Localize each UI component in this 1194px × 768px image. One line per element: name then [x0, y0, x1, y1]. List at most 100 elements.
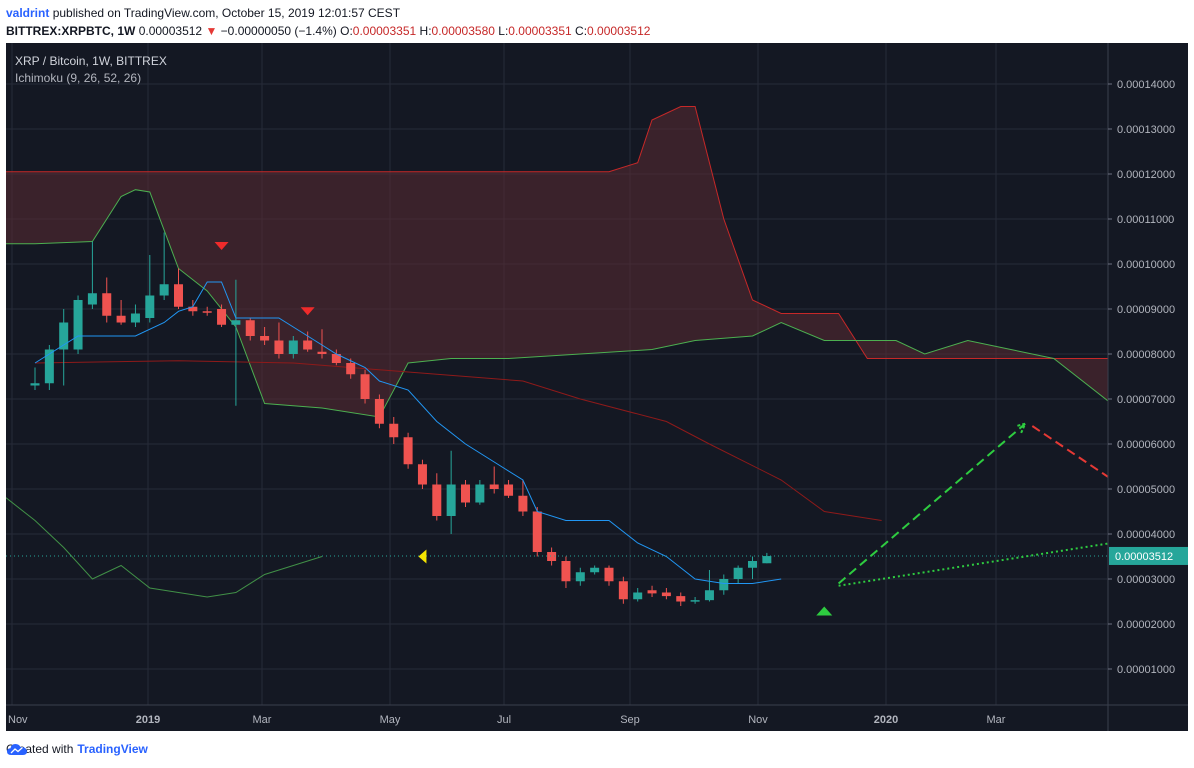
candle-body [174, 284, 183, 307]
candle-body [417, 464, 427, 485]
high-label: H: [419, 24, 432, 38]
candle-body [317, 351, 327, 354]
candle-body [661, 592, 671, 597]
symbol-label: BITTREX:XRPBTC, 1W [6, 24, 136, 38]
tenkan-sen-line [34, 281, 782, 584]
price-axis-label: 0.00008000 [1117, 349, 1175, 361]
left-triangle-marker-icon [418, 549, 427, 564]
price-chart-svg[interactable]: 0.00014000 0.00013000 0.00012000 0.00011000… [6, 43, 1188, 731]
candle [231, 279, 241, 406]
candle [475, 480, 485, 505]
ohlc-line: BITTREX:XRPBTC, 1W 0.00003512 ▼ −0.00000… [6, 22, 650, 40]
candle-body [719, 579, 729, 591]
candle-body [217, 309, 227, 325]
candle [389, 417, 399, 444]
candle-body [518, 495, 528, 512]
candle-body [202, 311, 212, 313]
price-axis-label: 0.00001000 [1117, 664, 1175, 676]
chart-legend-indicator: Ichimoku (9, 26, 52, 26) [15, 71, 141, 85]
candle-body [346, 363, 356, 375]
price-axis-bg [1108, 43, 1188, 731]
time-axis-label: May [380, 714, 401, 726]
candle [44, 345, 54, 390]
ichimoku-cloud [6, 106, 1188, 432]
price-axis-label: 0.00006000 [1117, 439, 1175, 451]
author-link[interactable]: valdrint [6, 6, 50, 20]
chart-legend-title: XRP / Bitcoin, 1W, BITTREX [15, 54, 167, 68]
time-axis-label: Nov [748, 714, 768, 726]
open-value: 0.00003351 [352, 24, 417, 38]
candle [303, 331, 313, 352]
candle-body [575, 572, 585, 582]
candle [59, 309, 69, 386]
last-price: 0.00003512 [138, 24, 203, 38]
candle [317, 329, 327, 359]
high-value: 0.00003580 [431, 24, 495, 38]
candle-body [260, 336, 270, 341]
candle [733, 565, 743, 584]
candle [719, 574, 729, 595]
candle-body [561, 561, 571, 582]
candle-body [374, 399, 384, 424]
cloud-icon [7, 744, 27, 755]
candle [575, 567, 585, 586]
candle-body [676, 596, 686, 602]
tradingview-brand: TradingView [77, 742, 148, 756]
candle [690, 597, 700, 604]
candle-body [733, 567, 743, 579]
candle [676, 592, 686, 606]
candle-body [116, 315, 126, 323]
candle-body [504, 484, 514, 496]
candle-body [475, 484, 485, 503]
last-price-tag-label: 0.00003512 [1115, 551, 1173, 563]
candle [489, 466, 499, 494]
senkou-span-b-line [6, 106, 1188, 359]
candle-body [44, 349, 54, 384]
candle-body [446, 484, 456, 516]
candle-body [245, 320, 255, 336]
candle [288, 336, 298, 359]
candle [274, 322, 284, 359]
candle [145, 255, 155, 323]
candle-body [274, 340, 284, 354]
candle [417, 459, 427, 489]
tradingview-logo[interactable]: TradingView [7, 742, 148, 756]
time-axis-label: Sep [620, 714, 640, 726]
candle [547, 547, 557, 566]
price-axis-label: 0.00002000 [1117, 619, 1175, 631]
time-axis-label: Nov [8, 714, 28, 726]
price-axis-label: 0.00004000 [1117, 529, 1175, 541]
time-axis-label: Mar [987, 714, 1006, 726]
candle-body [59, 322, 69, 350]
candle [403, 432, 413, 469]
candle-body [618, 581, 628, 600]
plot-background [6, 43, 1188, 731]
time-axis-label: 2020 [874, 714, 898, 726]
candle [346, 358, 356, 379]
candle [704, 570, 714, 602]
chart-area[interactable]: 0.00014000 0.00013000 0.00012000 0.00011000… [6, 43, 1188, 731]
candle [87, 241, 97, 309]
projection-up-arrow [837, 422, 1026, 585]
candle [130, 304, 140, 327]
candle [360, 369, 370, 404]
candle-body [604, 567, 614, 582]
time-axis-label: 2019 [136, 714, 160, 726]
time-axis-label: Mar [253, 714, 272, 726]
candle [604, 565, 614, 586]
candle [618, 576, 628, 604]
candle-body [403, 437, 413, 465]
candle [116, 300, 126, 325]
candle [432, 473, 442, 521]
publish-info: published on TradingView.com, October 15… [52, 6, 401, 20]
candle [748, 556, 757, 579]
candle-body [231, 320, 241, 325]
candle-body [145, 295, 155, 318]
senkou-span-a-line [6, 189, 1188, 433]
candle-body [303, 340, 313, 350]
price-axis-label: 0.00007000 [1117, 394, 1175, 406]
candle-body [288, 340, 298, 354]
down-triangle-marker-icon [300, 307, 315, 316]
price-axis-label: 0.00010000 [1117, 259, 1175, 271]
publish-line: valdrint published on TradingView.com, O… [6, 4, 650, 22]
